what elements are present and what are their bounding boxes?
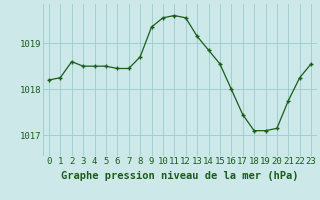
X-axis label: Graphe pression niveau de la mer (hPa): Graphe pression niveau de la mer (hPa)	[61, 171, 299, 181]
